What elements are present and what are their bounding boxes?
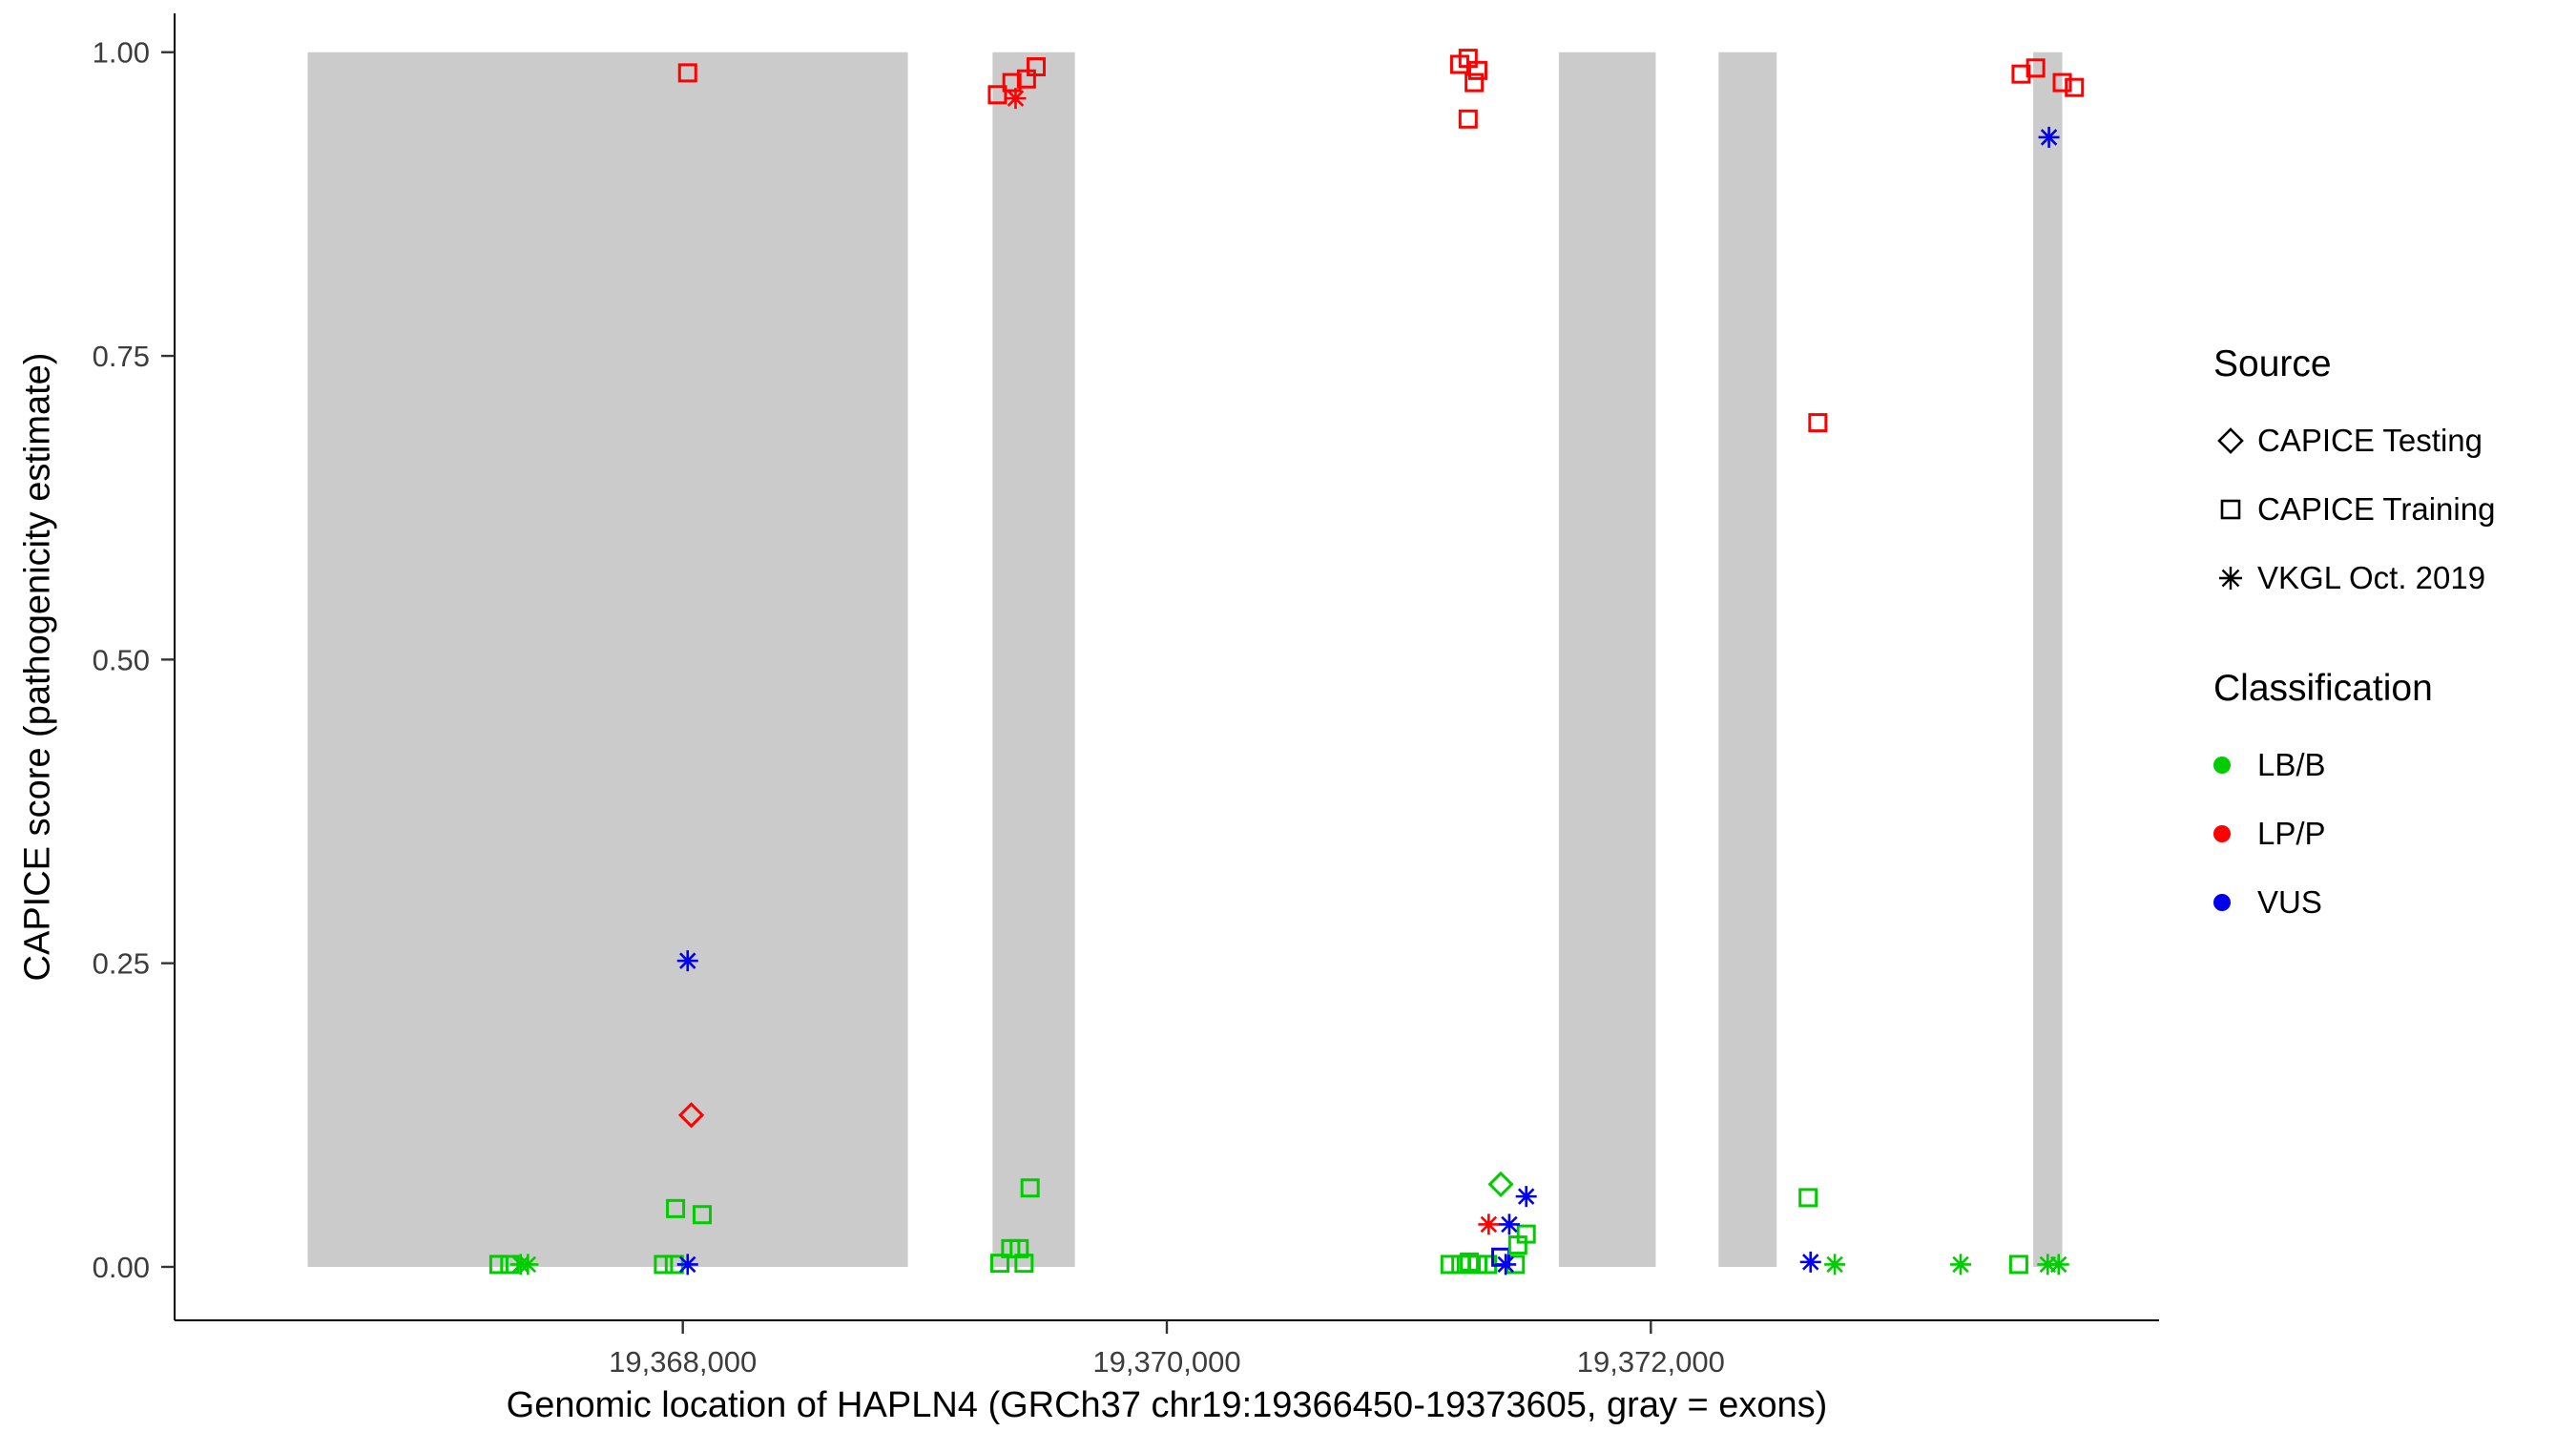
legend-item-label: VUS <box>2257 884 2322 920</box>
y-tick-label: 0.50 <box>93 643 150 676</box>
exon-band <box>1718 52 1777 1267</box>
legend-item-capice-training: CAPICE Training <box>2213 475 2566 544</box>
y-tick-label: 0.75 <box>93 340 150 373</box>
data-point-square <box>1020 1178 1040 1198</box>
legend-item-label: LP/P <box>2257 816 2326 851</box>
data-point-square <box>1467 1255 1487 1275</box>
data-point-asterisk <box>1799 1251 1821 1273</box>
legend-item-label: LB/B <box>2257 747 2326 782</box>
legend-item-vkgl: VKGL Oct. 2019 <box>2213 544 2566 612</box>
legend-item-vus: VUS <box>2213 868 2566 937</box>
classification-dot-icon <box>2213 825 2257 842</box>
data-point-square <box>666 1198 686 1218</box>
data-point-square <box>1027 57 1047 77</box>
data-point-square <box>1798 1188 1818 1208</box>
exon-band <box>2033 52 2063 1267</box>
legend-item-lbb: LB/B <box>2213 731 2566 799</box>
classification-dot-icon <box>2213 894 2257 911</box>
data-point-square <box>1465 73 1485 93</box>
exon-band <box>1558 52 1656 1267</box>
data-point-asterisk <box>676 950 698 972</box>
data-point-square <box>1458 109 1478 129</box>
data-point-square <box>1467 60 1487 80</box>
data-point-asterisk <box>1824 1254 1846 1275</box>
asterisk-icon <box>2213 561 2257 595</box>
data-point-asterisk <box>2038 126 2060 148</box>
data-point-asterisk <box>1515 1186 1537 1208</box>
exon-band <box>307 52 908 1267</box>
exon-band <box>992 52 1075 1267</box>
legend-item-capice-testing: CAPICE Testing <box>2213 406 2566 475</box>
legend-item-lpp: LP/P <box>2213 799 2566 868</box>
data-point-square <box>2008 1255 2028 1275</box>
data-point-asterisk <box>1950 1254 1971 1275</box>
data-point-square <box>1009 1238 1029 1258</box>
data-point-asterisk <box>676 1254 698 1275</box>
data-point-square <box>2052 73 2072 93</box>
x-tick-label: 19,370,000 <box>1092 1345 1240 1379</box>
diamond-icon <box>2213 424 2257 458</box>
data-point-diamond <box>1487 1171 1514 1198</box>
data-point-square <box>1014 1254 1034 1274</box>
data-point-square <box>2025 58 2046 78</box>
data-point-diamond <box>677 1102 705 1129</box>
data-point-asterisk <box>1005 88 1027 110</box>
data-point-square <box>987 85 1008 105</box>
data-point-asterisk <box>1478 1213 1500 1235</box>
legend: Source CAPICE Testing CAPICE Training <box>2213 343 2566 937</box>
data-point-square <box>488 1255 509 1275</box>
y-axis-title: CAPICE score (pathogenicity estimate) <box>17 352 58 982</box>
data-point-square <box>1002 73 1022 93</box>
x-axis-title: Genomic location of HAPLN4 (GRCh37 chr19… <box>506 1385 1828 1425</box>
data-point-asterisk <box>2037 1254 2059 1275</box>
data-point-asterisk <box>1498 1213 1520 1235</box>
data-point-square <box>989 1254 1009 1274</box>
data-point-square <box>1440 1255 1460 1275</box>
data-point-square <box>1458 49 1478 69</box>
data-point-square <box>1808 413 1828 433</box>
data-point-asterisk <box>1495 1254 1517 1275</box>
data-point-asterisk <box>517 1254 539 1275</box>
legend-source-title: Source <box>2213 343 2332 384</box>
data-point-square <box>654 1255 674 1275</box>
data-point-asterisk <box>2047 1254 2069 1275</box>
legend-item-label: VKGL Oct. 2019 <box>2257 560 2486 595</box>
data-point-square <box>677 63 697 83</box>
data-point-square <box>2011 64 2031 84</box>
legend-classification-title: Classification <box>2213 668 2433 709</box>
data-point-square <box>1016 69 1036 89</box>
y-tick-label: 0.25 <box>93 947 150 981</box>
classification-dot-icon <box>2213 757 2257 774</box>
square-icon <box>2213 492 2257 527</box>
legend-spacer <box>2213 612 2566 668</box>
data-point-square <box>2065 77 2085 97</box>
data-point-square <box>1516 1224 1536 1244</box>
x-tick-label: 19,372,000 <box>1577 1345 1725 1379</box>
legend-item-label: CAPICE Training <box>2257 491 2496 527</box>
x-tick-label: 19,368,000 <box>609 1345 757 1379</box>
data-point-square <box>692 1205 712 1225</box>
legend-item-label: CAPICE Testing <box>2257 423 2483 458</box>
y-tick-label: 1.00 <box>93 36 150 70</box>
y-tick-label: 0.00 <box>93 1251 150 1284</box>
